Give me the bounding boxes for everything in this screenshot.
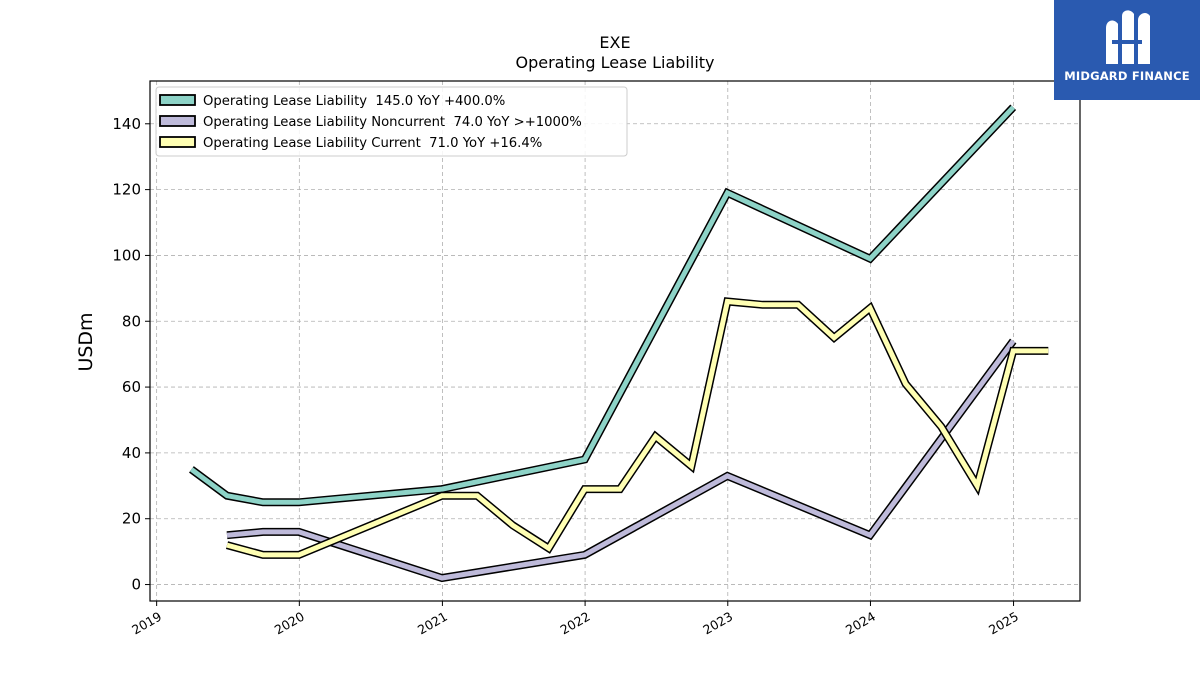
series-line-1 [189, 105, 1016, 505]
y-tick-label: 60 [122, 378, 141, 396]
legend-swatch-2 [159, 115, 196, 127]
y-tick-label: 120 [112, 181, 141, 199]
legend-entry-3: Operating Lease Liability Current 71.0 Y… [203, 136, 542, 151]
legend-entry-2: Operating Lease Liability Noncurrent 74.… [203, 115, 582, 130]
x-tick-label: 2025 [986, 609, 1021, 638]
y-tick-label: 0 [131, 576, 141, 594]
series-line-3 [226, 298, 1049, 558]
y-tick-label: 80 [122, 312, 141, 330]
series-lines [189, 104, 1049, 583]
legend-swatch-1 [159, 94, 196, 106]
y-tick-label: 100 [112, 246, 141, 264]
x-tick-label: 2020 [272, 609, 307, 638]
y-tick-label: 20 [122, 510, 141, 528]
x-tick-label: 2024 [843, 609, 878, 638]
gridlines [150, 81, 1080, 601]
chart-title: EXE [599, 33, 630, 52]
brand-logo: MIDGARD FINANCE [1054, 0, 1200, 100]
series-line-2 [226, 339, 1016, 581]
x-tick-label: 2022 [558, 609, 593, 638]
x-tick-label: 2019 [129, 609, 164, 638]
chart-subtitle: Operating Lease Liability [515, 53, 714, 72]
x-tick-label: 2023 [700, 609, 735, 638]
plot-frame [149, 80, 1081, 602]
y-tick-label: 140 [112, 115, 141, 133]
logo-mark-icon [1106, 10, 1150, 64]
x-tick-label: 2021 [415, 609, 450, 638]
legend: Operating Lease Liability 145.0 YoY +400… [155, 86, 628, 157]
legend-swatch-3 [159, 136, 196, 148]
legend-entry-1: Operating Lease Liability 145.0 YoY +400… [203, 94, 505, 109]
y-axis-label: USDm [75, 312, 97, 371]
logo-wordmark: MIDGARD FINANCE [1064, 69, 1190, 83]
series-outline-3 [225, 297, 1049, 559]
y-tick-label: 40 [122, 444, 141, 462]
series-outline-1 [189, 104, 1017, 507]
series-outline-2 [226, 338, 1017, 583]
legend-box [155, 86, 628, 157]
